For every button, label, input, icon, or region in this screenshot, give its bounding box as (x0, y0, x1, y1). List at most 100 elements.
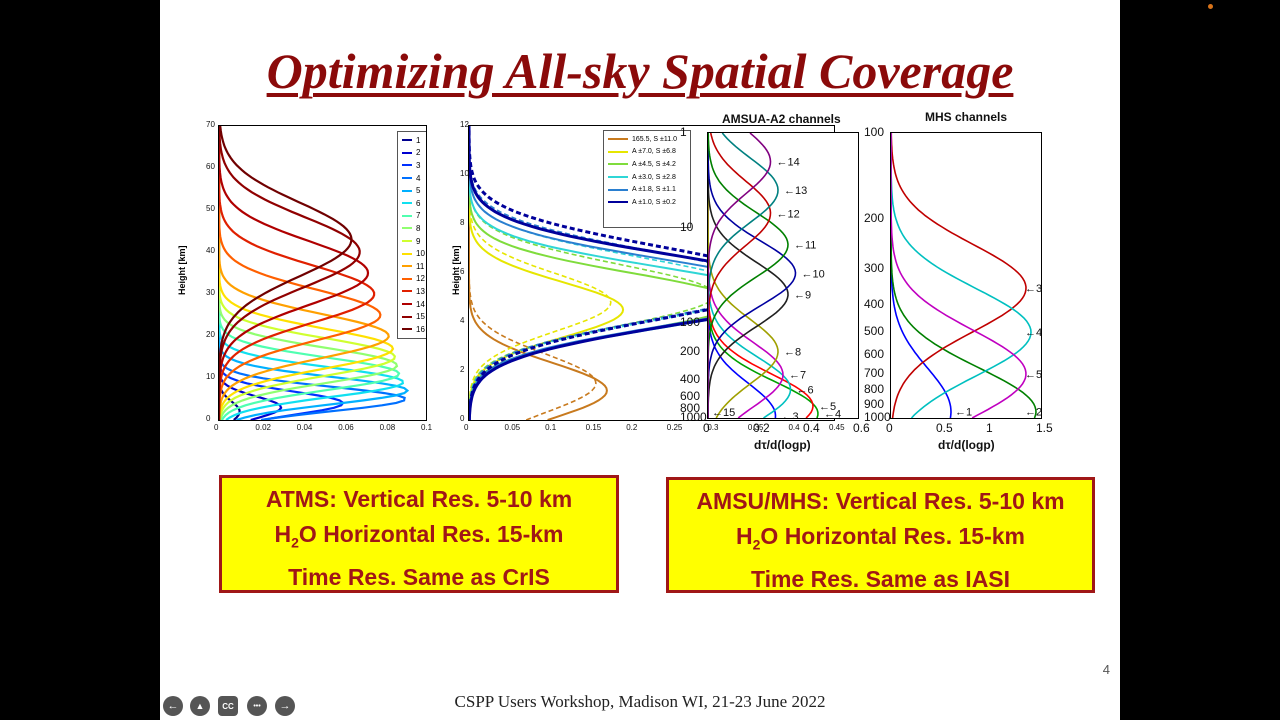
chart4-channel-label: ←1 (955, 407, 972, 418)
chart1-legend-swatch (402, 240, 412, 243)
chart4-series-4 (891, 133, 1032, 418)
chart4-y-tick: 200 (864, 210, 885, 225)
chart3-channel-label: ←7 (789, 370, 806, 382)
chart3-y-tick: 1000 (680, 410, 707, 424)
next-slide-button[interactable]: → (275, 696, 295, 716)
chart3-x-tick: 0 (703, 421, 710, 435)
chart1-legend-label: 11 (416, 261, 425, 271)
chart3-x-tick: 0.2 (753, 421, 770, 435)
chart3-x-tick: 0.6 (853, 421, 870, 435)
chart2-legend-swatch (608, 138, 628, 141)
amsu-line-2: H2O Horizontal Res. 15-km (736, 522, 1025, 553)
chart3-series-14 (708, 133, 772, 418)
chart2-series-dashed (469, 126, 612, 420)
chart1-legend-item: 6 (402, 197, 426, 210)
chart2-series-dashed (469, 126, 597, 420)
chart1-legend: 1 2 3 4 5 6 7 8 9 10 11 12 13 14 15 16 (397, 131, 426, 339)
atms-info-box: ATMS: Vertical Res. 5-10 km H2O Horizont… (219, 475, 619, 593)
chart3-series-13 (708, 133, 779, 418)
chart1-y-tick: 0 (206, 414, 211, 423)
chart1-x-tick: 0.02 (255, 423, 271, 432)
chart1-svg (219, 126, 410, 420)
chart1-legend-label: 3 (416, 160, 421, 170)
chart1-series-4 (219, 126, 406, 420)
chart3-title: AMSUA-A2 channels (722, 112, 841, 126)
chart1-legend-item: 7 (402, 210, 426, 223)
chart3-channel-label: ←6 (797, 384, 814, 396)
chart2-x-tick: 0.25 (666, 423, 683, 432)
chart3-series-4 (708, 133, 819, 418)
chart1-series-8 (219, 126, 399, 420)
chart3-y-tick: 100 (680, 315, 701, 329)
chart4-series-5 (891, 133, 1027, 418)
chart1-legend-label: 2 (416, 148, 421, 158)
chart4-x-tick: 0 (886, 421, 893, 435)
prev-slide-button[interactable]: ← (163, 696, 183, 716)
chart3-series-8 (708, 133, 779, 418)
chart1-series-3 (219, 126, 345, 420)
chart1-legend-label: 5 (416, 186, 421, 196)
chart1-legend-swatch (402, 164, 412, 167)
chart1-legend-swatch (402, 139, 412, 142)
captions-button[interactable]: CC (218, 696, 238, 716)
chart2-legend-swatch (608, 176, 628, 179)
chart1-legend-item: 16 (402, 323, 426, 336)
chart2-series-dashed (469, 126, 717, 420)
chart1-legend-swatch (402, 277, 412, 280)
chart4-y-tick: 800 (864, 382, 885, 397)
more-options-button[interactable]: ••• (247, 696, 267, 716)
chart1-series-11 (219, 126, 390, 420)
chart4-x-tick: 0.5 (936, 421, 953, 435)
chart1-legend-label: 8 (416, 223, 421, 233)
chart4-plot: ←1 ←2 ←3 ←4 ←5 (890, 132, 1042, 419)
chart1-x-tick: 0.04 (296, 423, 313, 432)
chart2-legend-label: A ±7.0, S ±6.8 (632, 148, 676, 156)
amsu-line-3: Time Res. Same as IASI (750, 565, 1011, 592)
chart4-y-tick: 400 (864, 296, 885, 311)
chart2-y-tick: 10 (460, 169, 469, 178)
chart3-plot: ←3 ←4 ←5 ←6 ←7 ←8 ←9 ←10 ←11 ←12 ←13 ←14 ←15 (707, 132, 859, 419)
chart1-legend-item: 1 (402, 134, 426, 147)
chart1-legend-item: 2 (402, 147, 426, 160)
chart4-channel-label: ←5 (1025, 369, 1041, 381)
chart2-legend-swatch (608, 201, 628, 204)
chart1-legend-item: 11 (402, 260, 426, 273)
chart3-series-11 (708, 133, 789, 418)
atms-line-2: H2O Horizontal Res. 15-km (274, 520, 564, 551)
chart1-series-16 (219, 126, 353, 420)
chart3-channel-label: ←5 (819, 401, 836, 413)
chart2-legend-label: A ±1.0, S ±0.2 (632, 198, 676, 206)
chart1-y-tick: 40 (206, 246, 215, 255)
chart2-x-tick: 0.05 (504, 423, 521, 432)
chart2-legend-item: A ±3.0, S ±2.8 (608, 171, 686, 184)
chart1-legend-label: 7 (416, 211, 421, 221)
chart1-legend-item: 3 (402, 159, 426, 172)
chart3-channel-label: ←13 (784, 185, 807, 197)
chart1-y-tick: 50 (206, 204, 215, 213)
chart4-x-tick: 1.5 (1036, 421, 1053, 435)
chart2-legend-label: A ±3.0, S ±2.8 (632, 173, 676, 181)
chart1-legend-label: 13 (416, 286, 425, 296)
chart1-legend-swatch (402, 315, 412, 318)
chart3-channel-label: ←8 (784, 347, 801, 359)
chart3-y-tick: 10 (680, 220, 694, 234)
chart2-series (469, 126, 608, 420)
chart2-legend-item: 165.5, S ±11.0 (608, 133, 686, 146)
chart2-legend-label: A ±1.8, S ±1.1 (632, 186, 676, 194)
chart1-legend-item: 9 (402, 235, 426, 248)
chart2-legend-swatch (608, 163, 628, 166)
chart2-legend-item: A ±1.0, S ±0.2 (608, 196, 686, 209)
chart2-legend-swatch (608, 188, 628, 191)
chart1-legend-swatch (402, 202, 412, 205)
chart4-y-tick: 600 (864, 346, 885, 361)
chart4-y-tick: 500 (864, 324, 885, 339)
chart1-legend-item: 14 (402, 298, 426, 311)
chart2-x-tick: 0.45 (829, 423, 845, 432)
chart1-legend-swatch (402, 290, 412, 293)
chart1-legend-label: 12 (416, 274, 425, 284)
pointer-tool-button[interactable]: ▲ (190, 696, 210, 716)
chart1-legend-item: 15 (402, 310, 426, 323)
chart1-ylabel: Height [km] (177, 245, 187, 296)
chart4-y-tick: 700 (864, 365, 885, 380)
chart3-y-tick: 400 (680, 372, 701, 387)
